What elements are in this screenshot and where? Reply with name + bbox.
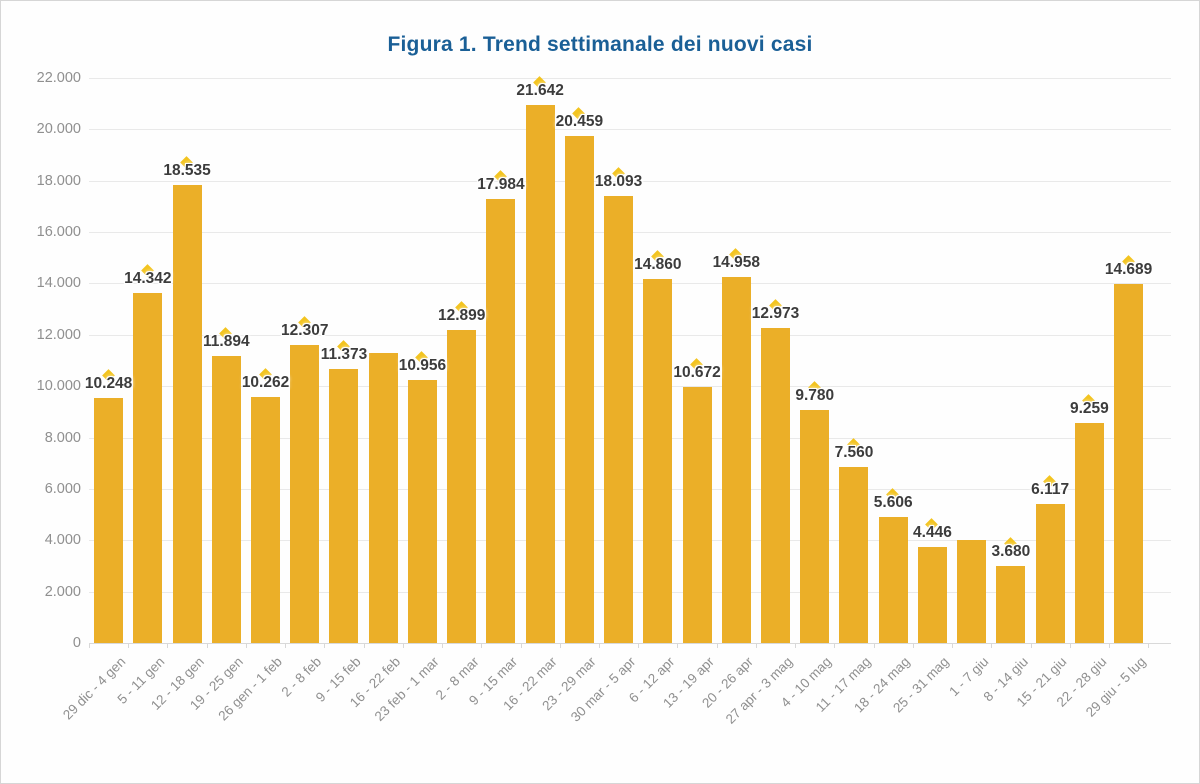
- bar: [878, 517, 908, 643]
- bar: [251, 397, 281, 643]
- bar-value-label: 12.973: [751, 305, 800, 322]
- y-axis-tick-label: 6.000: [44, 480, 81, 497]
- axis-tick: [520, 644, 522, 648]
- bar-value-label: 10.672: [673, 364, 721, 381]
- bar: [800, 410, 830, 643]
- axis-tick: [991, 644, 993, 648]
- x-axis-tick-label: 29 dic - 4 gen: [59, 654, 129, 723]
- bar-value-label: 12.899: [437, 307, 486, 324]
- gridline: [89, 78, 1171, 79]
- y-axis-tick-label: 10.000: [36, 378, 81, 395]
- bar: [917, 547, 947, 643]
- axis-tick: [128, 644, 130, 648]
- bar-value-label: 10.248: [84, 375, 133, 392]
- axis-tick: [1030, 644, 1032, 648]
- bar-value-label: 12.307: [281, 322, 329, 339]
- bar-value-label: 9.259: [1069, 400, 1109, 417]
- bar-value-label: 10.262: [241, 374, 290, 391]
- bar-value-label: 7.560: [834, 444, 874, 461]
- axis-tick: [755, 644, 757, 648]
- bar: [133, 293, 163, 643]
- bar: [172, 185, 202, 643]
- bar: [290, 345, 320, 643]
- gridline: [89, 643, 1171, 644]
- axis-tick: [716, 644, 718, 648]
- bar: [957, 540, 987, 643]
- bar-value-label: 18.093: [594, 173, 643, 190]
- bar: [996, 566, 1026, 643]
- bar: [525, 105, 555, 643]
- axis-tick: [1108, 644, 1110, 648]
- bar-value-label: 14.342: [124, 270, 172, 287]
- axis-tick: [598, 644, 600, 648]
- bar: [1114, 284, 1144, 643]
- axis-tick: [677, 644, 679, 648]
- axis-tick: [1069, 644, 1071, 648]
- axis-tick: [324, 644, 326, 648]
- bar: [721, 277, 751, 643]
- bar-value-label: 14.689: [1104, 261, 1153, 278]
- axis-tick: [285, 644, 287, 648]
- bar-value-label: 20.459: [555, 113, 604, 130]
- axis-tick: [1148, 644, 1150, 648]
- axis-tick: [559, 644, 561, 648]
- y-axis-tick-label: 20.000: [36, 121, 81, 138]
- bar: [447, 330, 477, 643]
- bar-value-label: 21.642: [516, 82, 564, 99]
- axis-tick: [912, 644, 914, 648]
- bar-value-label: 11.373: [320, 346, 368, 363]
- bar: [1035, 504, 1065, 643]
- bar-value-label: 10.956: [398, 357, 447, 374]
- gridline: [89, 180, 1171, 182]
- chart-title: Figura 1. Trend settimanale dei nuovi ca…: [387, 33, 813, 56]
- axis-tick: [952, 644, 954, 648]
- bar-value-label: 3.680: [991, 543, 1031, 560]
- axis-tick: [834, 644, 836, 648]
- y-axis-tick-label: 0: [72, 635, 81, 651]
- bar: [329, 369, 359, 643]
- axis-tick: [442, 644, 444, 648]
- bar: [643, 279, 673, 643]
- axis-tick: [873, 644, 875, 648]
- axis-tick: [89, 644, 90, 648]
- axis-tick: [363, 644, 365, 648]
- bar-value-label: 17.984: [477, 176, 525, 193]
- bar: [368, 353, 398, 643]
- bar: [604, 196, 634, 643]
- axis-tick: [481, 644, 483, 648]
- bar: [407, 380, 437, 643]
- y-axis-tick-label: 2.000: [44, 583, 81, 600]
- axis-tick: [245, 644, 247, 648]
- y-axis-tick-label: 4.000: [44, 532, 81, 549]
- bar: [682, 387, 712, 643]
- y-axis-tick-label: 14.000: [36, 275, 81, 292]
- bar-value-label: 14.860: [634, 256, 682, 273]
- y-axis-tick-label: 18.000: [36, 172, 81, 189]
- bar-value-label: 14.958: [712, 254, 760, 271]
- bar: [1074, 423, 1104, 643]
- axis-tick: [795, 644, 797, 648]
- bar: [486, 199, 516, 643]
- bar: [211, 356, 241, 643]
- bar-value-label: 9.780: [795, 387, 835, 404]
- axis-tick: [638, 644, 640, 648]
- gridline: [89, 129, 1171, 131]
- bar: [839, 467, 869, 643]
- bar: [761, 328, 791, 643]
- bar-value-label: 11.894: [203, 333, 250, 350]
- y-axis-tick-label: 12.000: [36, 326, 81, 343]
- bar-value-label: 4.446: [913, 524, 952, 541]
- bar: [564, 136, 594, 643]
- bar: [94, 398, 124, 643]
- bar-value-label: 5.606: [873, 494, 913, 511]
- axis-tick: [167, 644, 169, 648]
- bar-value-label: 6.117: [1031, 481, 1070, 498]
- bar-value-label: 18.535: [163, 162, 211, 179]
- axis-tick: [206, 644, 208, 648]
- y-axis-tick-label: 22.000: [36, 70, 81, 86]
- y-axis-tick-label: 16.000: [36, 224, 81, 241]
- y-axis-tick-label: 8.000: [44, 429, 81, 446]
- axis-tick: [402, 644, 404, 648]
